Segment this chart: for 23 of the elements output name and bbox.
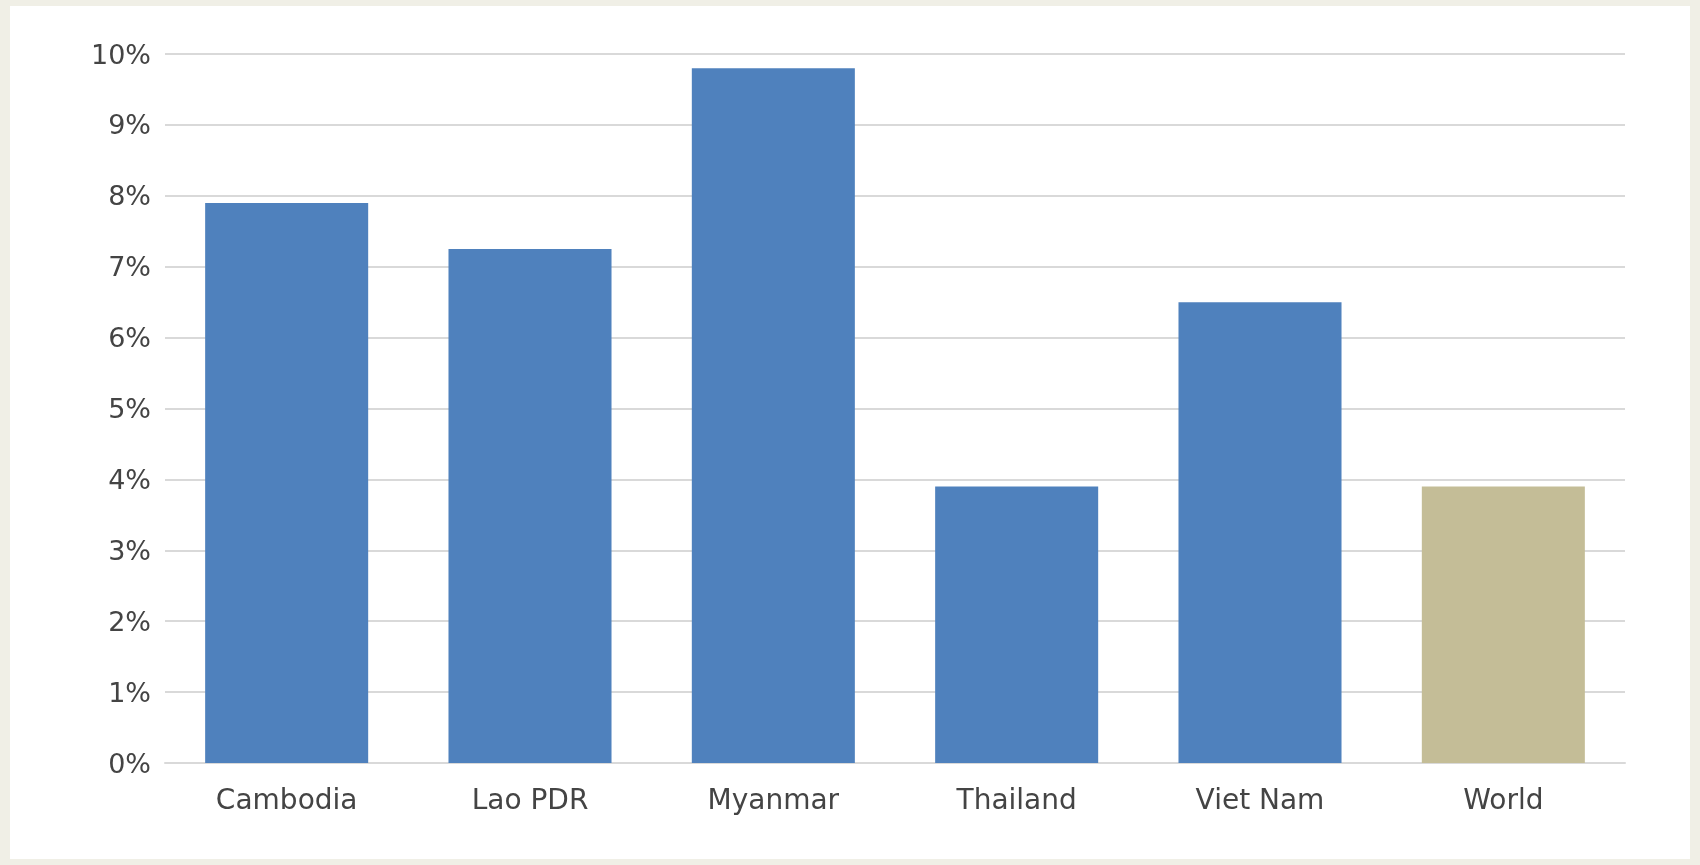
- y-tick-label: 9%: [108, 109, 151, 141]
- bar: [448, 248, 612, 763]
- y-tick-label: 3%: [108, 534, 151, 566]
- bar: [1178, 302, 1342, 763]
- x-tick-label: Myanmar: [707, 782, 840, 816]
- x-tick-label: Thailand: [955, 782, 1077, 816]
- x-tick-label: Lao PDR: [471, 782, 589, 816]
- y-tick-label: 5%: [108, 393, 151, 424]
- bar: [691, 68, 855, 763]
- y-tick-label: 8%: [108, 180, 151, 212]
- y-tick-label: 2%: [108, 605, 151, 637]
- y-tick-label: 1%: [108, 676, 151, 708]
- x-tick-label: Cambodia: [215, 782, 358, 816]
- y-tick-label: 0%: [108, 747, 151, 779]
- y-tick-label: 7%: [108, 251, 151, 283]
- y-tick-label: 10%: [90, 38, 151, 70]
- bar: [1421, 486, 1585, 763]
- x-tick-label: Viet Nam: [1195, 782, 1325, 816]
- x-tick-label: World: [1463, 782, 1544, 816]
- y-tick-label: 4%: [108, 463, 151, 495]
- bar: [935, 486, 1099, 763]
- y-tick-label: 6%: [108, 322, 151, 354]
- bar: [205, 202, 369, 763]
